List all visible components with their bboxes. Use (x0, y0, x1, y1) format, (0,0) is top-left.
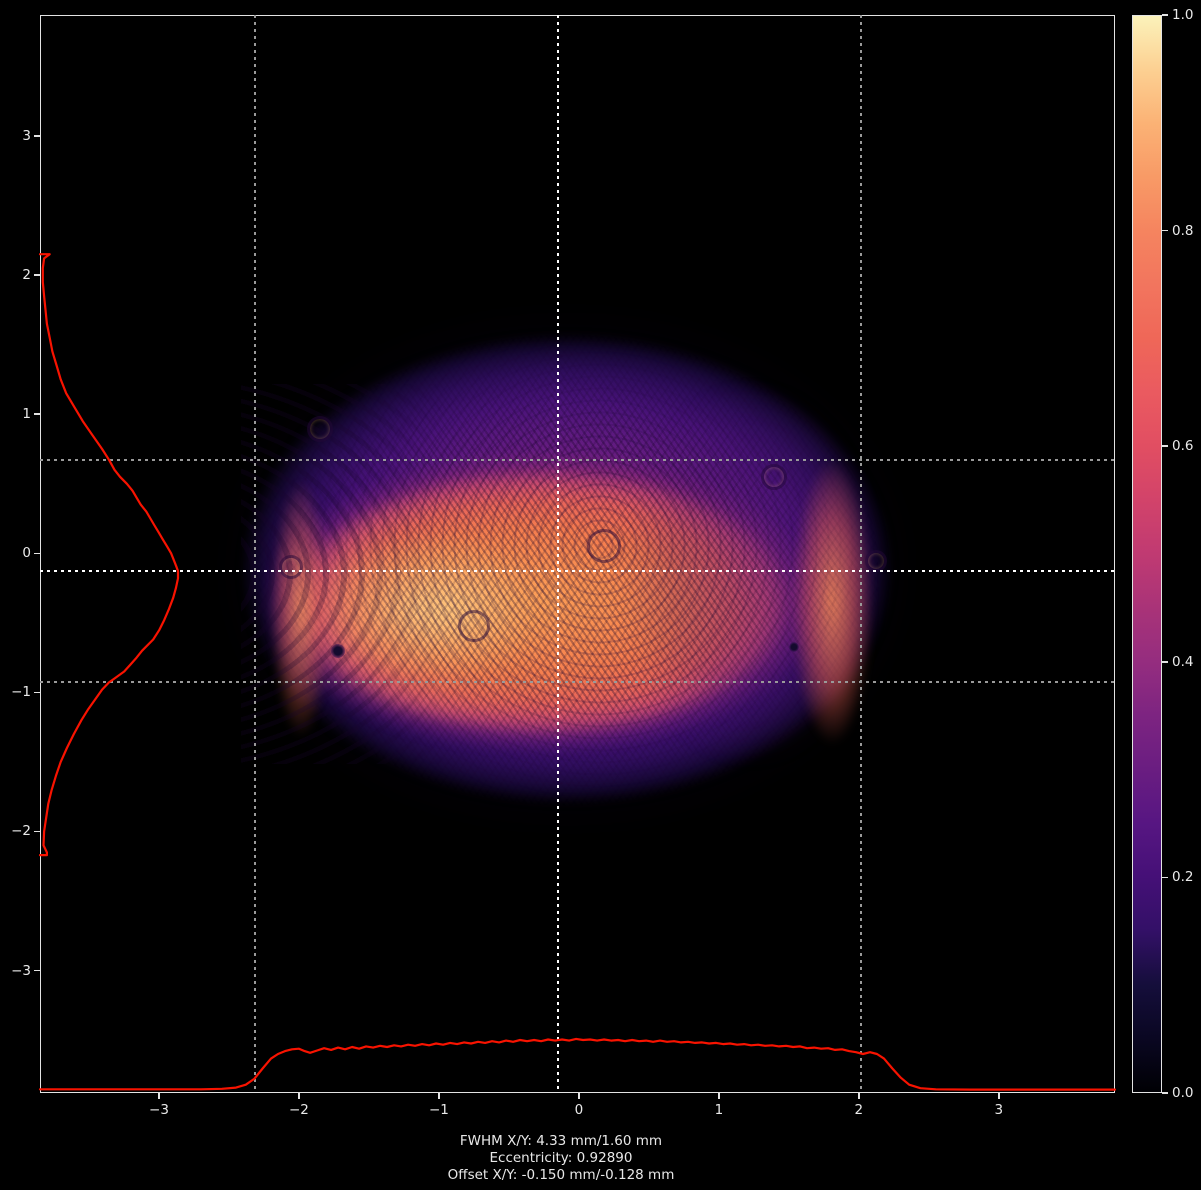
y-tick-label: 2 (22, 267, 31, 284)
beam-heatmap-image (211, 299, 923, 839)
beam-arcs-left (241, 384, 441, 764)
fwhm-marker-vline (253, 15, 256, 1093)
x-tick-mark (998, 1093, 1000, 1099)
fwhm-marker-vline (859, 15, 862, 1093)
y-tick-mark (34, 691, 40, 694)
dust-ring (458, 610, 490, 642)
dust-ring (587, 529, 621, 563)
y-tick-mark (34, 274, 40, 276)
y-tick-label: −2 (11, 823, 31, 840)
fwhm-marker-hline (40, 458, 1115, 461)
crosshair-hline (40, 570, 1115, 573)
dust-ring (761, 464, 787, 490)
y-tick-label: −1 (11, 684, 31, 701)
beam-fringes-cross (241, 324, 893, 816)
y-tick-label: 3 (22, 128, 31, 144)
plot-area[interactable] (40, 15, 1115, 1093)
dust-ring (307, 416, 333, 442)
colorbar-tick-mark (1162, 445, 1168, 447)
dust-ring (279, 555, 303, 579)
colorbar-tick-label: 0.0 (1172, 1085, 1194, 1101)
fwhm-readout: FWHM X/Y: 4.33 mm/1.60 mm (459, 1133, 663, 1149)
fwhm-marker-hline (40, 681, 1115, 684)
x-tick-label: 2 (854, 1102, 864, 1118)
y-tick-label: 1 (22, 406, 31, 423)
y-tick-mark (34, 413, 40, 415)
x-tick-mark (438, 1093, 440, 1099)
colorbar (1132, 15, 1162, 1093)
x-tick-mark (158, 1093, 160, 1099)
colorbar-tick-label: 0.8 (1172, 222, 1194, 239)
x-tick-label: 3 (994, 1102, 1004, 1118)
y-tick-mark (34, 830, 40, 833)
colorbar-tick-label: 0.2 (1172, 869, 1194, 886)
x-tick-label: 1 (714, 1102, 724, 1118)
colorbar-tick-mark (1162, 876, 1168, 879)
x-tick-mark (718, 1093, 720, 1099)
eccentricity-readout: Eccentricity: 0.92890 (489, 1150, 633, 1166)
beam-hotspot (301, 534, 541, 684)
x-tick-mark (858, 1093, 860, 1099)
colorbar-tick-label: 1.0 (1172, 7, 1194, 23)
colorbar-tick-label: 0.6 (1172, 438, 1194, 455)
beam-fringes-diagonal (241, 324, 893, 816)
y-tick-mark (34, 135, 40, 137)
x-tick-label: −1 (428, 1102, 449, 1118)
colorbar-tick-mark (1162, 661, 1168, 663)
x-tick-mark (578, 1093, 580, 1099)
dust-ring (865, 550, 887, 572)
y-tick-label: −3 (11, 962, 31, 979)
dust-spot (331, 644, 345, 658)
x-tick-mark (298, 1093, 300, 1099)
beam-rim-left (269, 474, 333, 744)
colorbar-tick-label: 0.4 (1172, 653, 1194, 670)
offset-readout: Offset X/Y: -0.150 mm/-0.128 mm (447, 1167, 675, 1183)
y-tick-mark (34, 969, 40, 972)
colorbar-tick-mark (1162, 229, 1168, 232)
crosshair-vline (556, 15, 559, 1093)
x-tick-label: 0 (574, 1102, 584, 1118)
x-tick-label: −3 (149, 1102, 169, 1118)
y-tick-mark (34, 552, 40, 555)
colorbar-tick-mark (1162, 1092, 1168, 1094)
beam-fringes-rings (241, 324, 893, 816)
dust-spot (789, 642, 799, 652)
y-tick-label: 0 (22, 545, 31, 562)
x-tick-label: −2 (288, 1102, 309, 1118)
colorbar-tick-mark (1162, 14, 1168, 16)
